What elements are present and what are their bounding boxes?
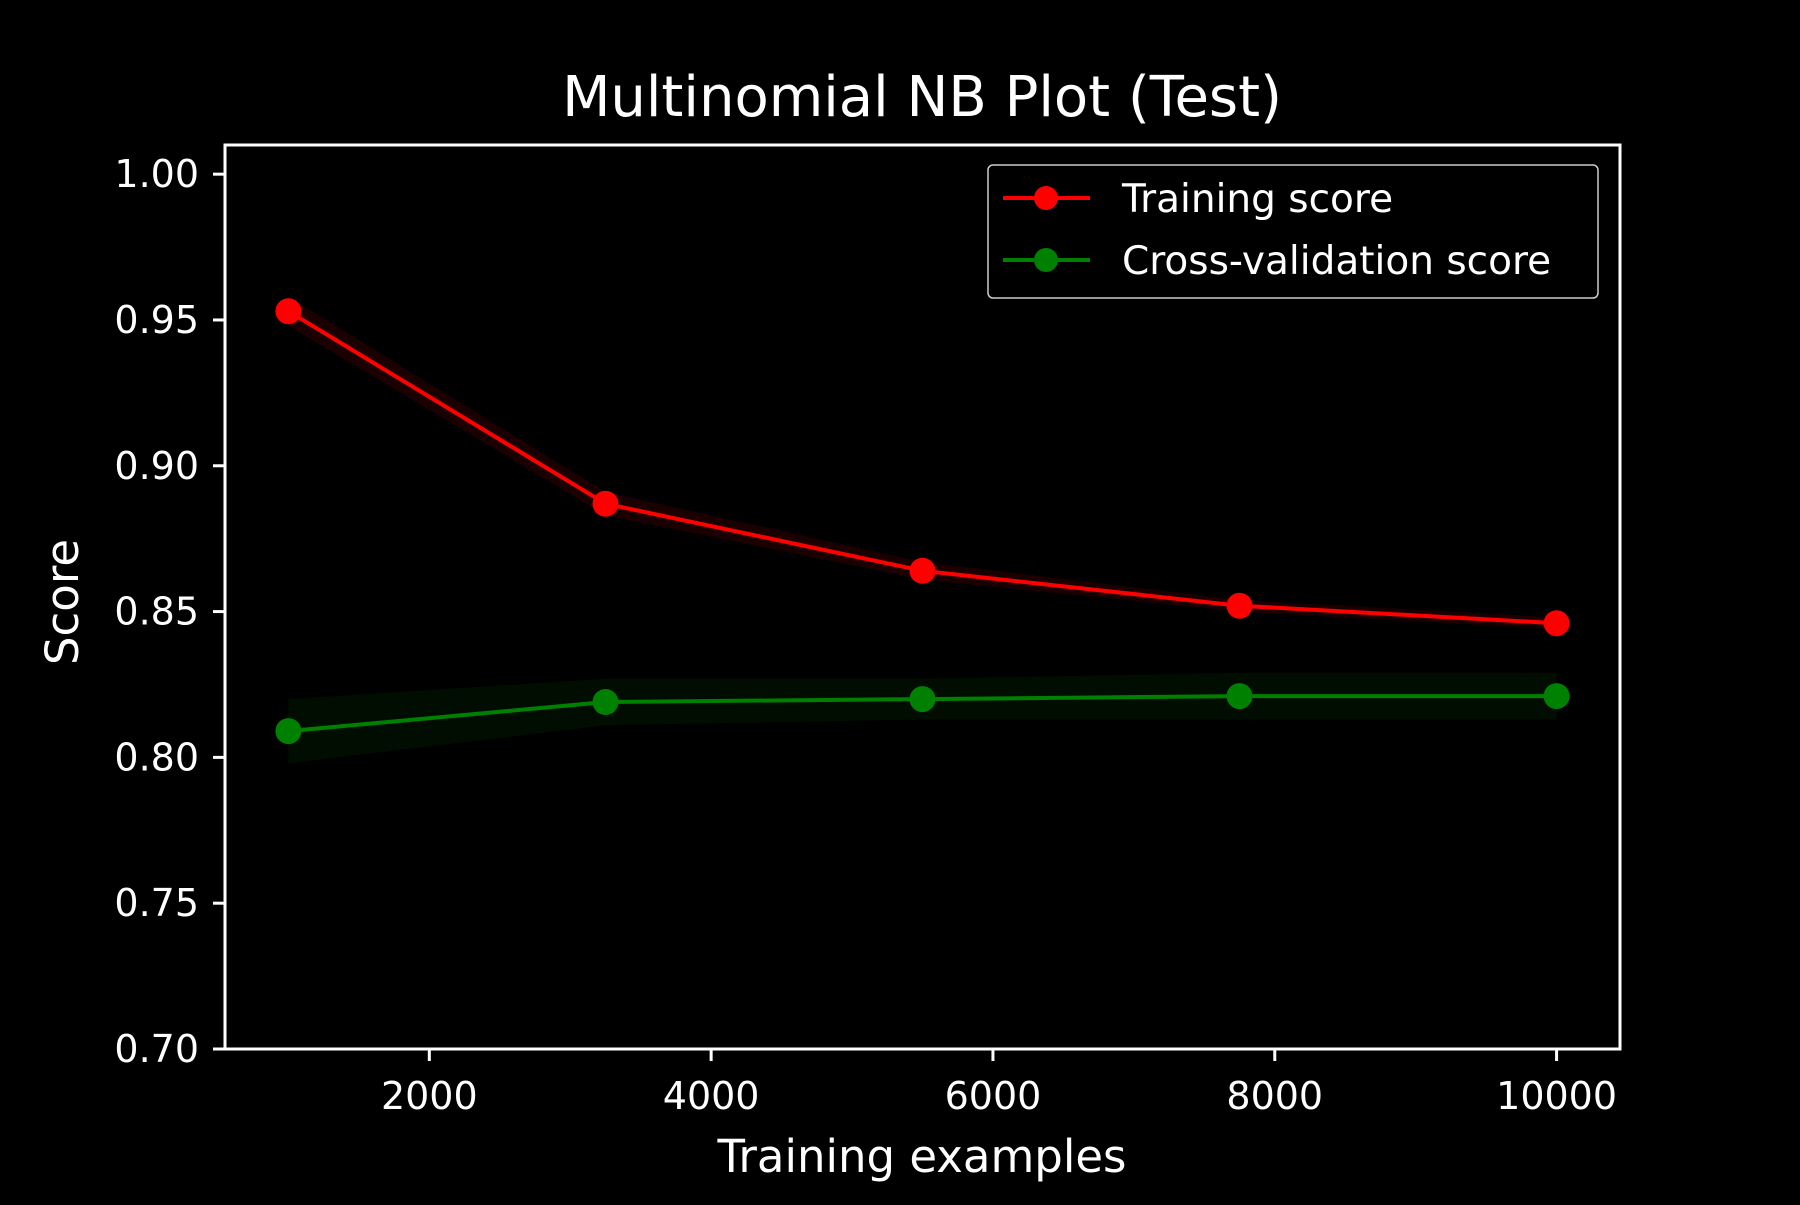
legend-label-cross-validation: Cross-validation score bbox=[1122, 239, 1551, 284]
legend-marker-training bbox=[1034, 186, 1058, 210]
legend: Training score Cross-validation score bbox=[987, 164, 1599, 299]
data-point-training-score bbox=[1226, 592, 1253, 619]
data-point-training-score bbox=[909, 557, 936, 584]
data-point-cross-validation-score bbox=[275, 718, 302, 745]
y-tick-label: 0.90 bbox=[114, 444, 199, 488]
legend-label-training: Training score bbox=[1121, 177, 1393, 222]
data-point-cross-validation-score bbox=[909, 686, 936, 713]
y-tick-label: 0.95 bbox=[114, 298, 199, 342]
plot-frame bbox=[223, 143, 1622, 1051]
y-tick-label: 1.00 bbox=[114, 152, 199, 196]
legend-marker-cross-validation bbox=[1034, 248, 1058, 272]
x-tick-label: 8000 bbox=[1226, 1074, 1323, 1118]
y-axis-ticks: 0.70 0.75 0.80 0.85 0.90 0.95 1.00 bbox=[114, 152, 225, 1071]
series-markers bbox=[275, 298, 1570, 745]
x-tick-label: 2000 bbox=[381, 1074, 478, 1118]
data-point-training-score bbox=[592, 490, 619, 517]
chart-title: Multinomial NB Plot (Test) bbox=[562, 65, 1282, 130]
x-tick-label: 10000 bbox=[1496, 1074, 1617, 1118]
x-axis-label: Training examples bbox=[717, 1130, 1127, 1183]
data-point-cross-validation-score bbox=[1543, 683, 1570, 710]
y-axis-label: Score bbox=[36, 539, 89, 665]
x-tick-label: 4000 bbox=[663, 1074, 760, 1118]
y-tick-label: 0.75 bbox=[114, 881, 199, 925]
y-tick-label: 0.80 bbox=[114, 735, 199, 779]
data-point-training-score bbox=[1543, 610, 1570, 637]
y-tick-label: 0.70 bbox=[114, 1027, 199, 1071]
data-point-cross-validation-score bbox=[1226, 683, 1253, 710]
data-point-cross-validation-score bbox=[592, 689, 619, 715]
y-tick-label: 0.85 bbox=[114, 590, 199, 634]
legend-box bbox=[987, 164, 1599, 299]
data-point-training-score bbox=[275, 298, 302, 325]
x-axis-ticks: 2000 4000 6000 8000 10000 bbox=[381, 1049, 1617, 1118]
x-tick-label: 6000 bbox=[945, 1074, 1042, 1118]
